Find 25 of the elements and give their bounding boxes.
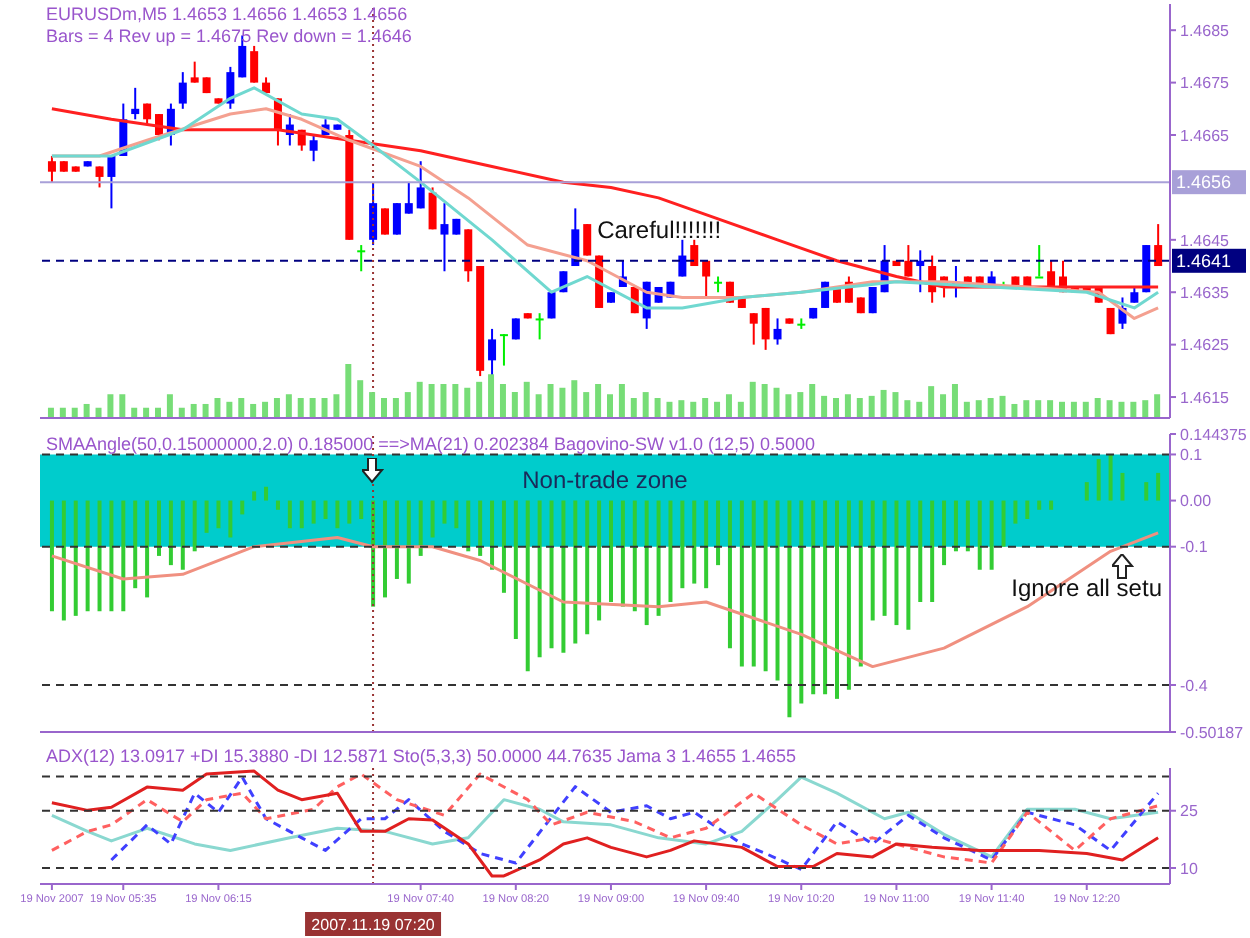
chart-title: EURUSDm,M5 1.4653 1.4656 1.4653 1.4656 bbox=[46, 4, 408, 24]
y-tick-label: 1.4615 bbox=[1180, 388, 1231, 407]
chart-title: ADX(12) 13.0917 +DI 15.3880 -DI 12.5871 Sto(5,3,3) 50.0000 44.7635 Jama 3 1.4655 1.4655 bbox=[46, 746, 797, 766]
annotation: Careful!!!!!!! bbox=[597, 215, 722, 244]
ref-line-label: 1.4656 bbox=[1176, 172, 1232, 193]
y-tick-label: -0.1 bbox=[1180, 538, 1209, 557]
y-tick-label: 1.4685 bbox=[1180, 21, 1231, 40]
y-tick-label: -0.4 bbox=[1180, 676, 1209, 695]
ref-line-label: 1.4641 bbox=[1176, 250, 1232, 271]
y-tick-label: 0.144375 bbox=[1180, 425, 1248, 444]
y-tick-label: 10 bbox=[1180, 859, 1199, 878]
y-tick-label: 1.4635 bbox=[1180, 283, 1231, 302]
y-tick-label: 1.4665 bbox=[1180, 126, 1231, 145]
chart-title: SMAAngle(50,0.15000000,2.0) 0.185000 ==>MA(21) 0.202384 Bagovino-SW v1.0 (12,5) 0.5000 bbox=[46, 434, 816, 454]
y-tick-label: -0.50187 bbox=[1180, 723, 1245, 742]
band-label: Non-trade zone bbox=[522, 465, 689, 494]
annotation: Ignore all setu bbox=[1011, 574, 1162, 602]
y-tick-label: 1.4625 bbox=[1180, 336, 1231, 355]
text: Bars = 4 Rev up = 1.4675 Rev down = 1.4646 bbox=[46, 26, 412, 46]
y-tick-label: 1.4675 bbox=[1180, 74, 1231, 93]
ref-line-label: 2007.11.19 07:20 bbox=[311, 916, 436, 934]
y-tick-label: 25 bbox=[1180, 802, 1199, 821]
y-tick-label: 1.4645 bbox=[1180, 231, 1231, 250]
y-tick-label: 0.00 bbox=[1180, 492, 1213, 511]
y-tick-label: 0.1 bbox=[1180, 446, 1204, 465]
